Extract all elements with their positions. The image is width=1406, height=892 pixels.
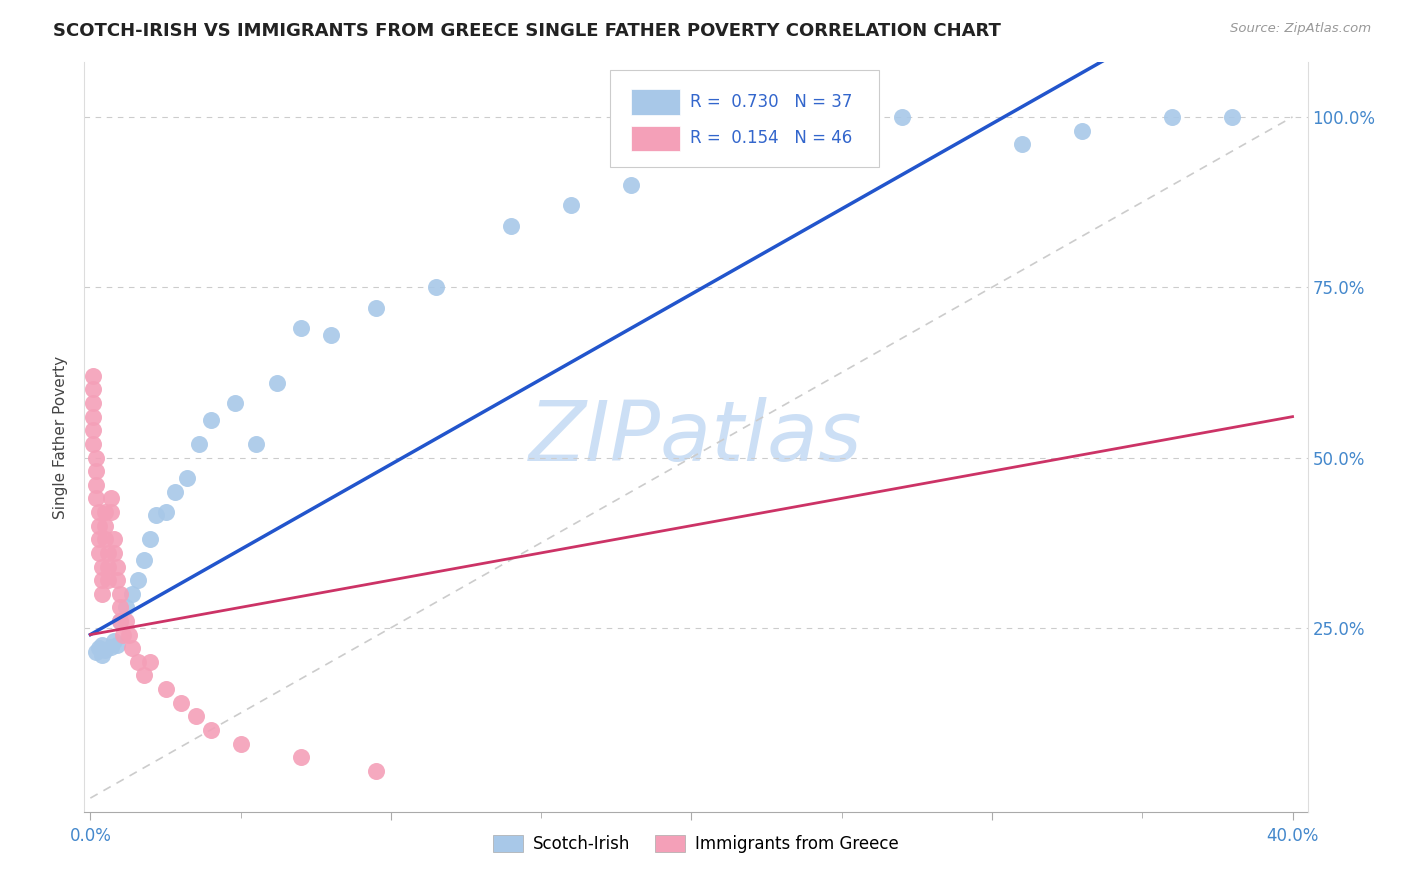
Point [121,587,143,601]
Point [121,641,143,656]
Point [425,280,447,294]
Point [97,573,120,587]
Point [127,655,149,669]
Point [91,559,114,574]
FancyBboxPatch shape [631,126,681,151]
Point [82,383,104,397]
Point [1071,123,1094,137]
Point [97,546,120,560]
Legend: Scotch-Irish, Immigrants from Greece: Scotch-Irish, Immigrants from Greece [486,828,905,860]
Point [266,376,288,390]
Point [290,750,312,764]
Point [100,640,122,654]
Point [118,627,141,641]
Point [364,301,387,315]
Point [89,546,111,560]
Point [103,634,125,648]
Text: R =  0.154   N = 46: R = 0.154 N = 46 [690,129,852,147]
Point [89,641,111,656]
Point [86,477,108,491]
Point [110,587,132,601]
Point [155,505,177,519]
Y-axis label: Single Father Poverty: Single Father Poverty [53,356,69,518]
Point [94,505,117,519]
Point [94,533,117,547]
Point [319,327,342,342]
Point [163,484,186,499]
Point [115,600,138,615]
Point [82,409,104,424]
Point [100,491,122,506]
Point [94,518,117,533]
Point [127,573,149,587]
Point [155,682,177,697]
Point [110,614,132,628]
Point [89,505,111,519]
Point [184,709,207,723]
Point [103,546,125,560]
Point [501,219,523,233]
Point [82,437,104,451]
Point [86,491,108,506]
FancyBboxPatch shape [610,70,880,168]
Point [200,413,222,427]
Point [224,396,246,410]
Point [1011,137,1033,152]
Point [1222,110,1244,124]
Point [112,627,135,641]
Point [82,368,104,383]
Text: ZIPatlas: ZIPatlas [529,397,863,477]
Point [100,505,122,519]
Point [139,655,162,669]
Point [110,614,132,628]
Point [560,198,582,212]
Point [89,533,111,547]
Point [364,764,387,778]
Point [110,600,132,615]
Point [115,614,138,628]
Point [103,533,125,547]
Point [620,178,643,192]
Point [82,423,104,437]
Point [89,518,111,533]
Point [200,723,222,737]
Point [187,437,209,451]
Text: SCOTCH-IRISH VS IMMIGRANTS FROM GREECE SINGLE FATHER POVERTY CORRELATION CHART: SCOTCH-IRISH VS IMMIGRANTS FROM GREECE S… [53,22,1001,40]
Point [134,552,156,566]
Point [890,110,912,124]
Text: Source: ZipAtlas.com: Source: ZipAtlas.com [1230,22,1371,36]
Point [86,645,108,659]
Point [245,437,267,451]
Point [1161,110,1184,124]
Point [741,137,763,152]
Point [145,508,167,523]
Point [91,573,114,587]
Point [86,450,108,465]
Point [97,559,120,574]
Point [229,737,252,751]
Point [107,573,129,587]
Point [107,638,129,652]
Point [82,396,104,410]
Point [169,696,191,710]
Point [91,638,114,652]
Point [831,123,853,137]
Text: R =  0.730   N = 37: R = 0.730 N = 37 [690,93,852,111]
Point [91,648,114,662]
FancyBboxPatch shape [631,89,681,115]
Point [176,471,198,485]
Point [290,321,312,335]
Point [134,668,156,682]
Point [139,533,162,547]
Point [91,587,114,601]
Point [86,464,108,478]
Point [107,559,129,574]
Point [94,642,117,657]
